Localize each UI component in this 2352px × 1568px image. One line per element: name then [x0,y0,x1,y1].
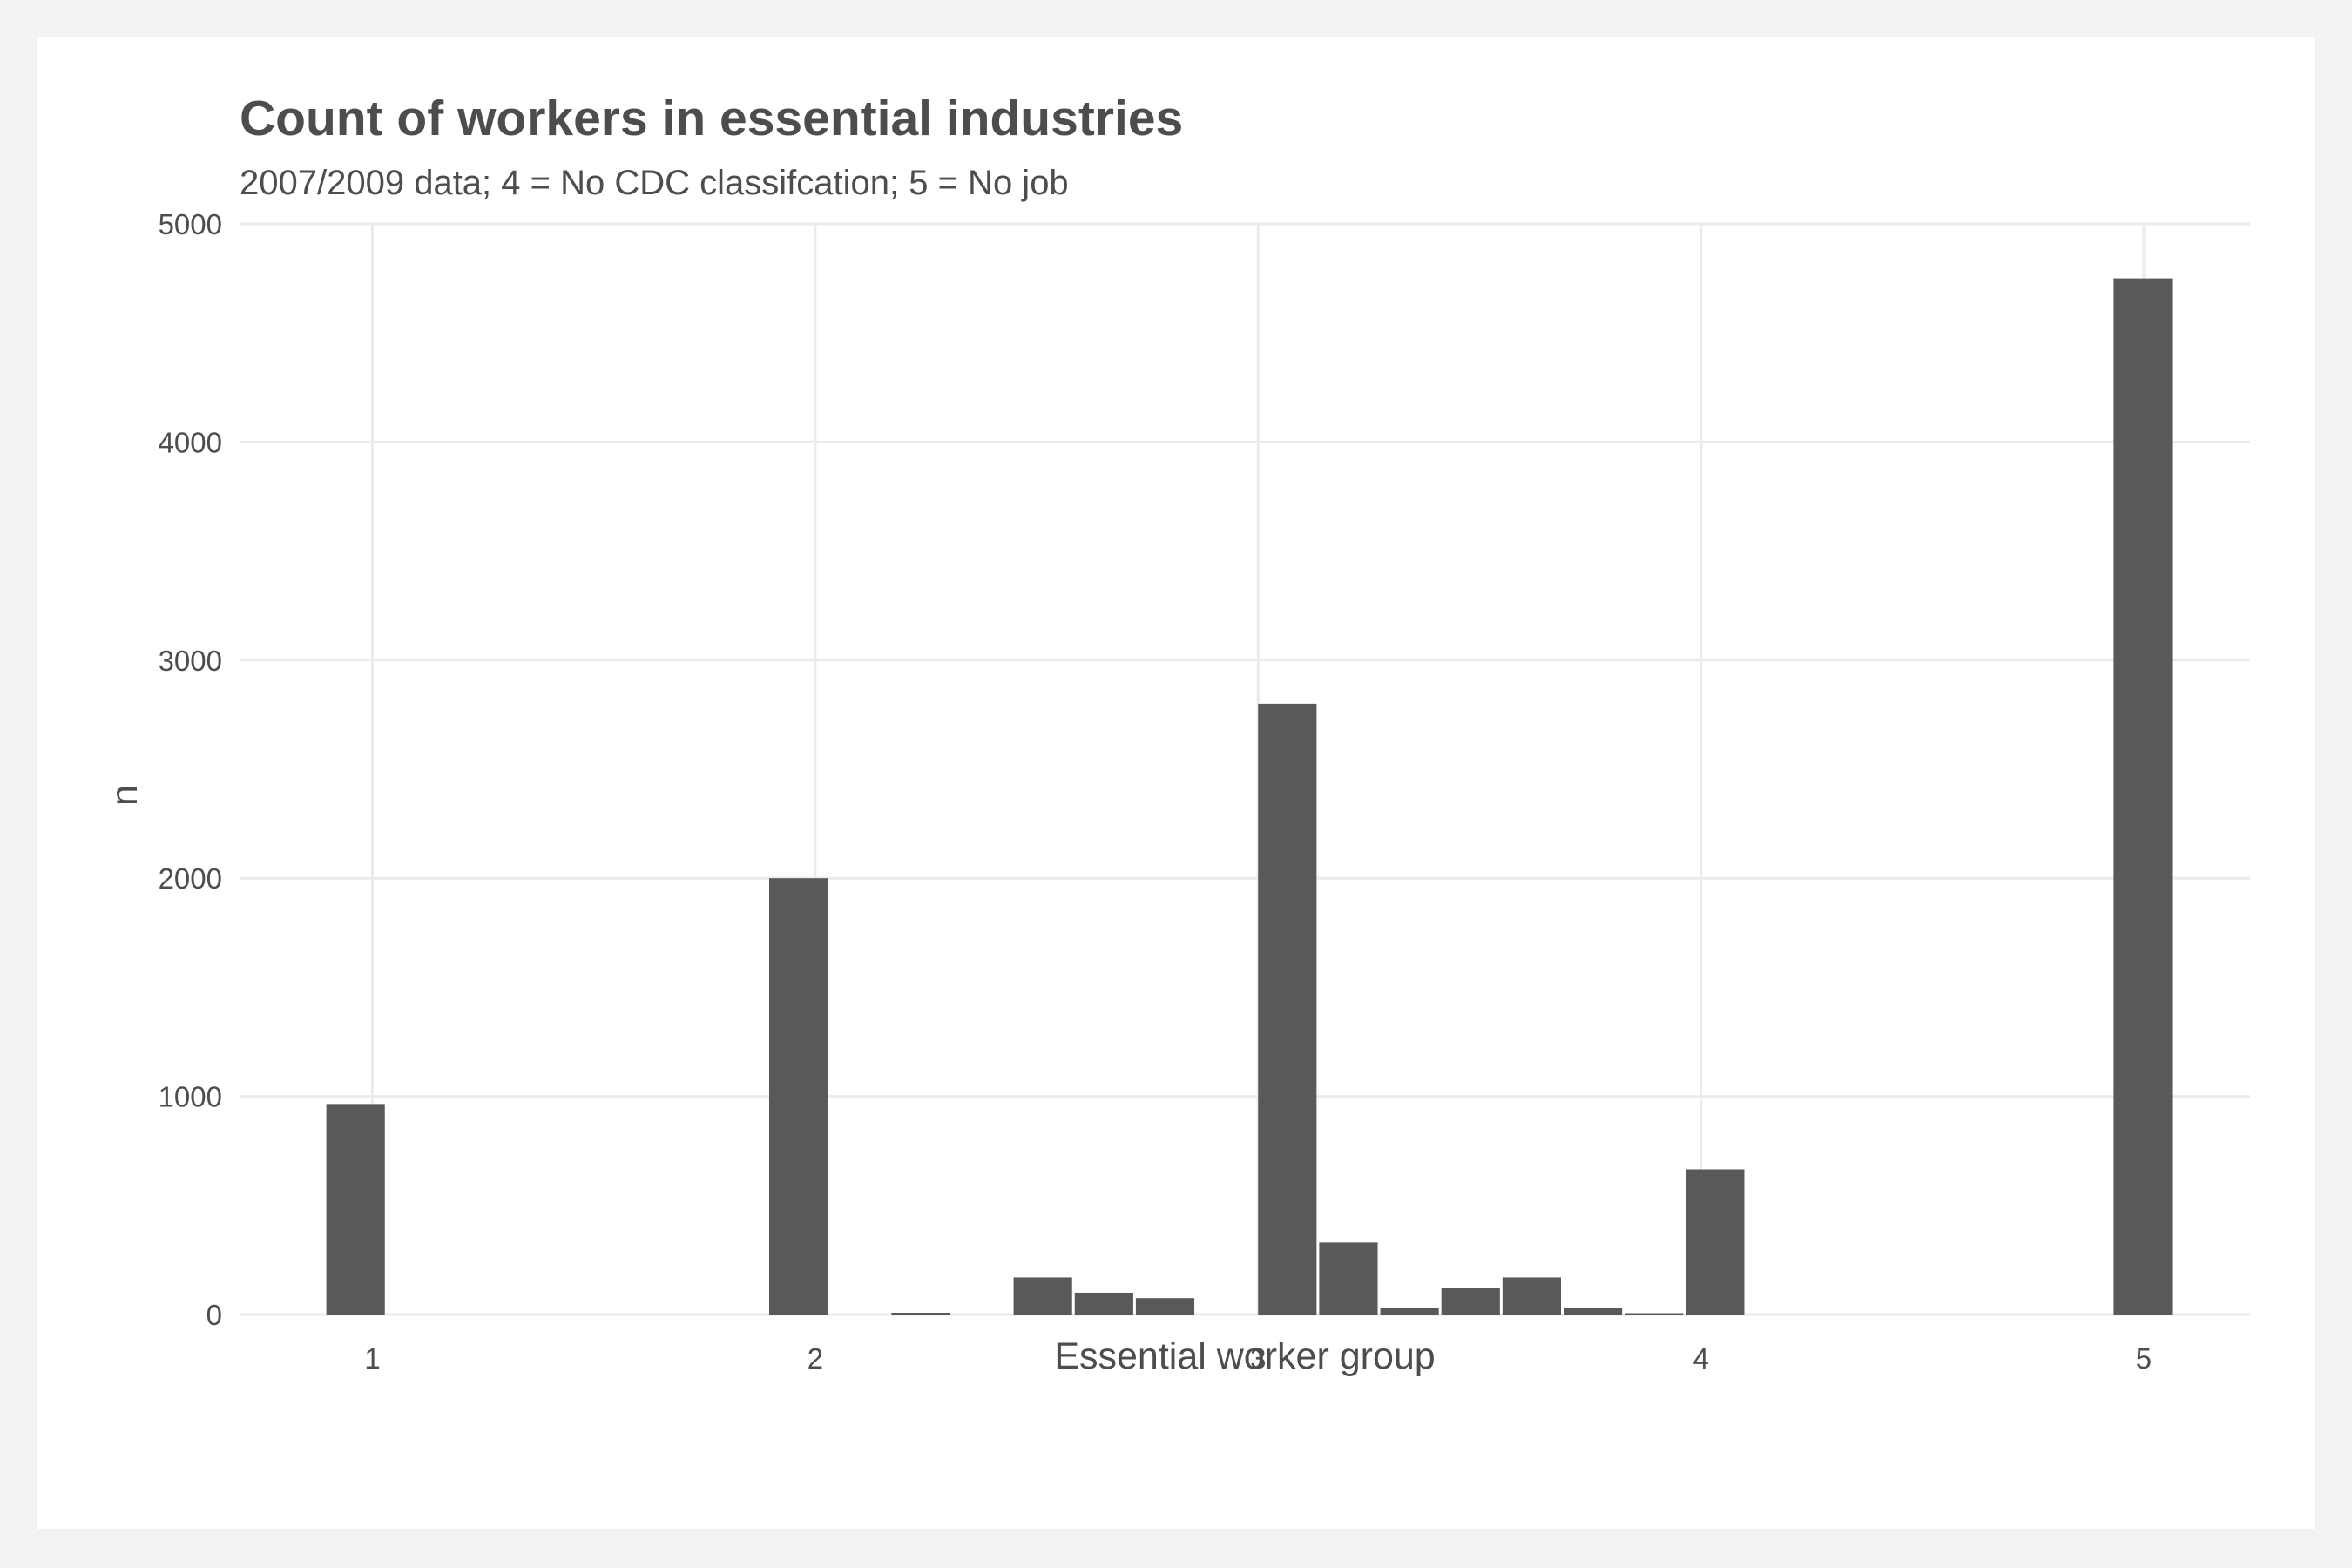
histogram-bar [1380,1308,1439,1315]
histogram-bar [1441,1288,1500,1315]
histogram-chart: 0 1000 2000 3000 4000 5000 1 2 3 4 5 Count of work… [104,91,2250,1377]
x-axis-title: Essential worker group [1054,1335,1435,1377]
histogram-bar [1625,1313,1684,1315]
histogram-bar [1013,1277,1072,1315]
x-tick-label: 3 [1250,1342,1266,1375]
y-tick-label: 0 [206,1299,222,1331]
histogram-bar [1564,1308,1623,1315]
histogram-bar [326,1104,385,1315]
histogram-bar [1135,1298,1195,1315]
y-tick-label: 3000 [159,645,222,677]
histogram-bar [1319,1242,1378,1315]
chart-title: Count of workers in essential industries [240,91,1183,146]
histogram-bar [1074,1292,1133,1315]
histogram-bar [2113,278,2173,1315]
y-tick-label: 5000 [159,208,222,240]
y-tick-label: 4000 [159,426,222,458]
x-tick-label: 5 [2136,1342,2152,1375]
histogram-bar [1502,1277,1562,1315]
grid-layer [240,222,2250,1316]
x-tick-label: 1 [364,1342,380,1375]
histogram-bar [768,878,828,1315]
histogram-bar [1686,1169,1745,1315]
tick-labels: 0 1000 2000 3000 4000 5000 1 2 3 4 5 [159,208,2153,1375]
chart-panel: 0 1000 2000 3000 4000 5000 1 2 3 4 5 Count of work… [37,37,2315,1529]
x-tick-label: 2 [808,1342,823,1375]
x-tick-label: 4 [1693,1342,1708,1375]
chart-subtitle: 2007/2009 data; 4 = No CDC classifcation… [240,164,1069,202]
y-tick-label: 2000 [159,862,222,895]
y-tick-label: 1000 [159,1081,222,1113]
y-axis-title: n [104,785,145,806]
bars-layer [326,278,2173,1315]
histogram-bar [891,1312,950,1315]
histogram-bar [1258,703,1317,1315]
